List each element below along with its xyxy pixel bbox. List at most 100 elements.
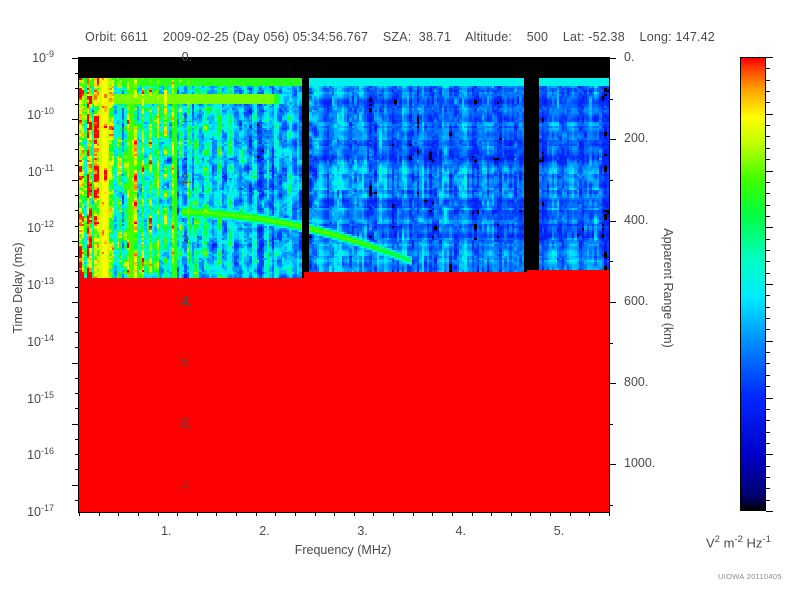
- colorbar-tick-mantissa: 10: [32, 51, 46, 66]
- x-tick-minor: [413, 512, 414, 516]
- spectrogram-plot: [72, 57, 616, 516]
- unit-m-exp: -2: [734, 534, 743, 545]
- y-tick-minor: [75, 378, 79, 379]
- colorbar-tick-minor: [766, 443, 770, 444]
- y-tick-minor: [75, 195, 79, 196]
- y-tick-label: 7.: [181, 476, 192, 491]
- colorbar-tick-major: [766, 114, 773, 115]
- colorbar-tick-label: 10-14: [27, 333, 54, 349]
- colorbar-tick-minor: [766, 466, 770, 467]
- y-tick-minor: [75, 317, 79, 318]
- colorbar-tick-minor: [766, 125, 770, 126]
- y-tick-minor: [75, 408, 79, 409]
- colorbar-unit-label: V2 m-2 Hz-1: [706, 534, 771, 550]
- y-tick-minor: [75, 226, 79, 227]
- x-tick-label: 2.: [259, 524, 270, 538]
- y2-tick-major: [609, 139, 616, 140]
- colorbar-tick-minor: [766, 420, 770, 421]
- y-tick-label: 3.: [181, 232, 192, 247]
- colorbar: [740, 57, 773, 512]
- colorbar-tick-minor: [766, 488, 770, 489]
- x-tick-label: 1.: [161, 524, 172, 538]
- x-tick-minor: [197, 512, 198, 516]
- x-tick-minor: [79, 512, 80, 516]
- y2-tick-label: 0.: [624, 50, 635, 64]
- y-tick-minor: [75, 500, 79, 501]
- colorbar-tick-minor: [766, 477, 770, 478]
- x-tick-minor: [158, 512, 159, 516]
- x-tick-minor: [609, 512, 610, 516]
- colorbar-tick-minor: [766, 409, 770, 410]
- y-tick-major: [72, 119, 79, 120]
- colorbar-tick-major: [766, 57, 773, 58]
- y2-tick-label: 400.: [624, 212, 649, 227]
- y-tick-major: [72, 241, 79, 242]
- x-tick-minor: [275, 512, 276, 516]
- colorbar-tick-major: [766, 511, 773, 512]
- colorbar-tick-minor: [766, 250, 770, 251]
- y-tick-label: 2.: [181, 171, 192, 186]
- x-tick-minor: [472, 512, 473, 516]
- y2-tick-major: [609, 383, 616, 384]
- y-tick-minor: [75, 210, 79, 211]
- y-tick-minor: [75, 104, 79, 105]
- colorbar-tick-minor: [766, 239, 770, 240]
- colorbar-tick-minor: [766, 182, 770, 183]
- colorbar-tick-minor: [766, 102, 770, 103]
- colorbar-tick-minor: [766, 352, 770, 353]
- x-tick-minor: [315, 512, 316, 516]
- colorbar-tick-label: 10-13: [27, 276, 54, 292]
- y-tick-label: 6.: [181, 415, 192, 430]
- colorbar-tick-minor: [766, 375, 770, 376]
- y-axis-title: Time Delay (ms): [11, 242, 25, 334]
- colorbar-tick-mantissa: 10: [27, 278, 41, 293]
- colorbar-tick-mantissa: 10: [27, 107, 41, 122]
- x-tick-label: 4.: [455, 524, 466, 538]
- colorbar-tick-exponent: -13: [40, 275, 54, 286]
- colorbar-tick-label: 10-11: [28, 162, 54, 178]
- colorbar-tick-major: [766, 284, 773, 285]
- colorbar-tick-minor: [766, 193, 770, 194]
- y-tick-label: 5.: [181, 354, 192, 369]
- colorbar-tick-label: 10-17: [27, 503, 54, 519]
- y-tick-minor: [75, 454, 79, 455]
- unit-m: m: [723, 535, 735, 551]
- spectrogram-image: [79, 58, 609, 512]
- y-tick-label: 4.: [181, 293, 192, 308]
- x-tick-minor: [295, 512, 296, 516]
- y-tick-label: 1.: [181, 110, 192, 125]
- colorbar-tick-minor: [766, 148, 770, 149]
- y-tick-major: [72, 180, 79, 181]
- y-tick-minor: [75, 149, 79, 150]
- y-tick-major: [72, 302, 79, 303]
- x-tick-minor: [530, 512, 531, 516]
- colorbar-tick-label: 10-15: [27, 389, 54, 405]
- x-tick-minor: [118, 512, 119, 516]
- x-tick-minor: [334, 512, 335, 516]
- colorbar-tick-major: [766, 398, 773, 399]
- colorbar-tick-mantissa: 10: [27, 334, 41, 349]
- x-tick-minor: [373, 512, 374, 516]
- y2-tick-minor: [609, 343, 613, 344]
- colorbar-tick-minor: [766, 386, 770, 387]
- y2-tick-minor: [609, 180, 613, 181]
- colorbar-tick-minor: [766, 295, 770, 296]
- colorbar-tick-label: 10-10: [27, 106, 54, 122]
- colorbar-tick-mantissa: 10: [27, 391, 41, 406]
- y2-tick-major: [609, 58, 616, 59]
- credit-label: UIOWA 20110405: [718, 572, 782, 581]
- colorbar-tick-exponent: -9: [45, 48, 54, 59]
- y-tick-minor: [75, 271, 79, 272]
- colorbar-tick-minor: [766, 363, 770, 364]
- unit-v: V: [706, 535, 715, 551]
- y-tick-major: [72, 424, 79, 425]
- colorbar-tick-minor: [766, 68, 770, 69]
- colorbar-tick-label: 10-9: [32, 49, 54, 65]
- x-tick-minor: [570, 512, 571, 516]
- y2-tick-label: 600.: [624, 293, 649, 308]
- x-tick-minor: [550, 512, 551, 516]
- x-tick-minor: [216, 512, 217, 516]
- y-tick-label: 0.: [181, 50, 192, 64]
- colorbar-tick-mantissa: 10: [27, 164, 42, 179]
- colorbar-tick-label: 10-12: [27, 219, 54, 235]
